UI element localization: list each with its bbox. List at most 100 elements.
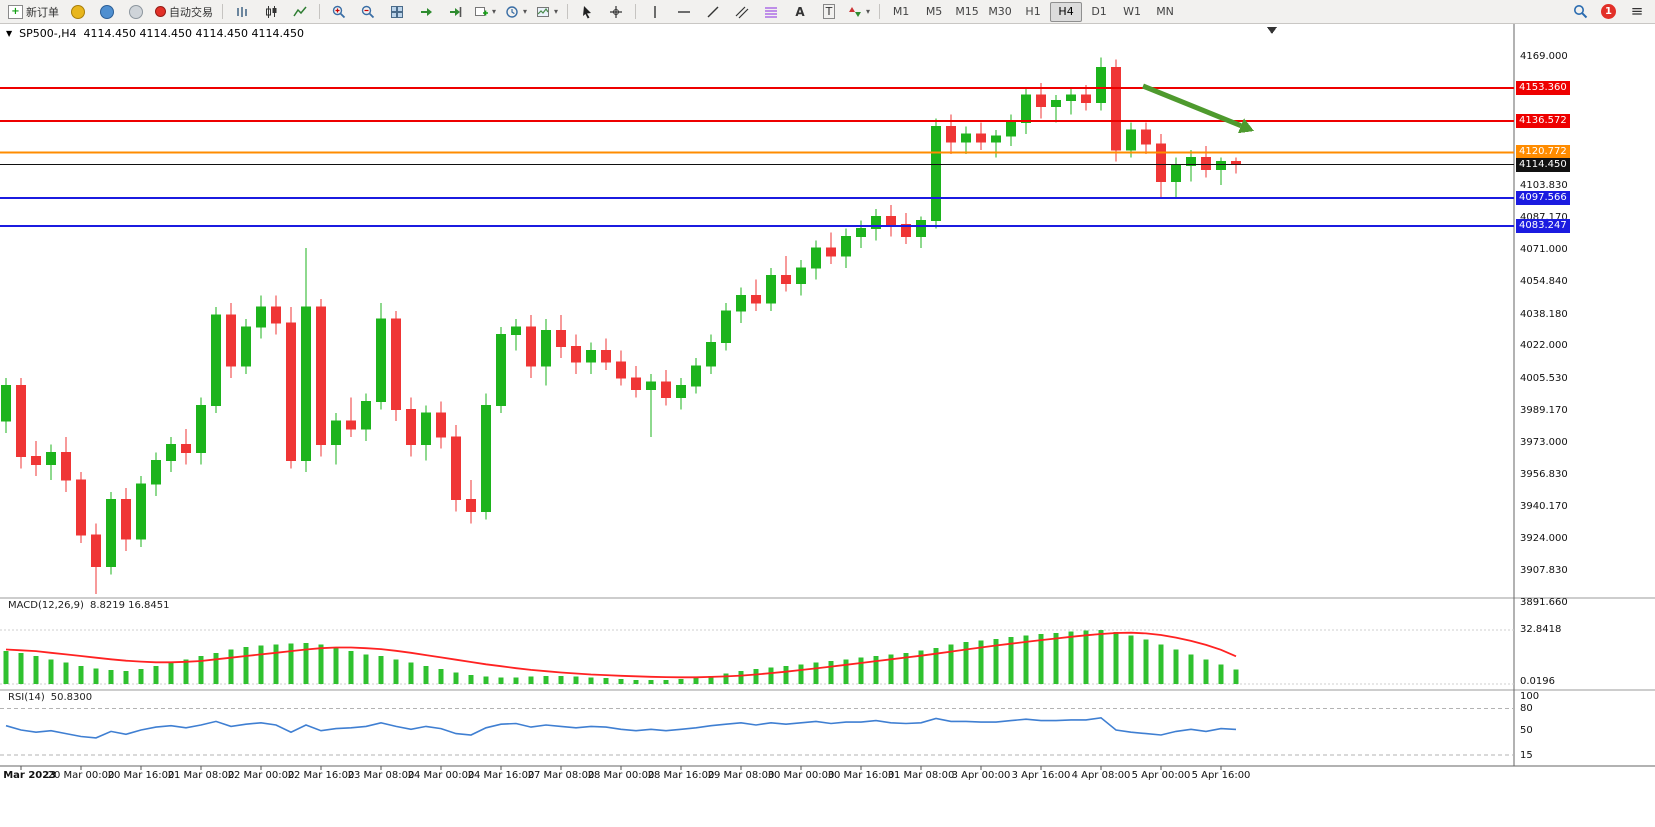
zoom-out-button[interactable]	[354, 1, 382, 23]
macd-histogram-bar	[1203, 659, 1209, 684]
candle	[1171, 165, 1181, 182]
notification-badge[interactable]: 1	[1601, 4, 1616, 19]
channel-tool[interactable]	[728, 1, 756, 23]
macd-histogram-bar	[153, 665, 159, 684]
vertical-line-tool[interactable]	[641, 1, 669, 23]
macd-histogram-bar	[468, 675, 474, 684]
candle	[451, 436, 461, 501]
chart-shift-button[interactable]	[441, 1, 469, 23]
toolbar-separator	[635, 4, 637, 19]
cursor-tool-button[interactable]	[573, 1, 601, 23]
macd-histogram-bar	[123, 670, 129, 684]
template-button[interactable]: ▾	[532, 1, 562, 23]
candle	[1051, 100, 1061, 108]
timeframe-D1[interactable]: D1	[1091, 5, 1107, 18]
candle	[931, 125, 941, 222]
zoom-in-button[interactable]	[325, 1, 353, 23]
timeframe-H4[interactable]: H4	[1050, 1, 1083, 22]
candle	[661, 381, 671, 398]
macd-histogram-bar	[213, 652, 219, 684]
candle	[841, 235, 851, 257]
macd-histogram-bar	[408, 662, 414, 684]
tile-windows-button[interactable]	[383, 1, 411, 23]
community-button[interactable]	[122, 1, 150, 23]
macd-histogram-bar	[1023, 635, 1029, 684]
candle	[676, 385, 686, 399]
label-tool[interactable]: T	[815, 1, 843, 23]
macd-histogram-bar	[33, 656, 39, 684]
macd-histogram-bar	[918, 650, 924, 684]
macd-histogram-bar	[1038, 633, 1044, 684]
channel-icon	[735, 6, 749, 18]
candle	[256, 306, 266, 328]
candle	[466, 499, 476, 513]
trend-arrow-annotation[interactable]	[1142, 83, 1242, 129]
candle	[601, 349, 611, 363]
candle	[1126, 129, 1136, 151]
candle	[826, 247, 836, 257]
timeframe-M15[interactable]: M15	[955, 5, 979, 18]
macd-histogram-bar	[363, 654, 369, 684]
chevron-down-icon: ▾	[523, 7, 528, 16]
candle	[526, 326, 536, 367]
shapes-tool[interactable]: ▾	[844, 1, 874, 23]
macd-histogram-bar	[678, 679, 684, 684]
trendline-tool[interactable]	[699, 1, 727, 23]
label-icon: T	[822, 4, 836, 19]
timeframe-H1[interactable]: H1	[1025, 5, 1041, 18]
macd-histogram-bar	[393, 659, 399, 684]
macd-histogram-bar	[498, 677, 504, 684]
candle	[1081, 94, 1091, 104]
menu-button[interactable]: ≡	[1623, 1, 1651, 23]
horizontal-line-tool[interactable]	[670, 1, 698, 23]
toolbar-separator	[879, 4, 881, 19]
macd-histogram-bar	[1188, 654, 1194, 684]
text-tool[interactable]: A	[786, 1, 814, 23]
candle	[496, 334, 506, 406]
line-chart-button[interactable]	[286, 1, 314, 23]
chart-position-marker[interactable]	[1267, 27, 1277, 34]
timeframe-M5[interactable]: M5	[925, 5, 943, 18]
candle	[706, 342, 716, 367]
macd-histogram-bar	[18, 652, 24, 684]
bar-chart-button[interactable]	[228, 1, 256, 23]
macd-histogram-bar	[753, 669, 759, 684]
macd-histogram-bar	[558, 675, 564, 684]
profile-button[interactable]	[93, 1, 121, 23]
new-order-label: 新订单	[26, 5, 59, 19]
new-order-button[interactable]: + 新订单	[4, 1, 63, 23]
trend-arrow-head	[1238, 118, 1254, 134]
candle	[616, 361, 626, 379]
timeframe-MN[interactable]: MN	[1156, 5, 1174, 18]
timeframe-M1[interactable]: M1	[892, 5, 910, 18]
crosshair-tool-button[interactable]	[602, 1, 630, 23]
macd-histogram-bar	[648, 679, 654, 684]
search-button[interactable]	[1566, 1, 1594, 23]
timeframe-W1[interactable]: W1	[1123, 5, 1141, 18]
candle	[766, 275, 776, 304]
toolbar-separator	[567, 4, 569, 19]
candle	[376, 318, 386, 402]
new-chart-button[interactable]: ▾	[470, 1, 500, 23]
toolbar-separator	[319, 4, 320, 19]
template-icon	[537, 6, 550, 17]
toolbar: + 新订单 自动交易 ▾ ▾ ▾ A T ▾ M1 M5 M15 M30 H1 H4 D1 W…	[0, 0, 1655, 24]
fibonacci-tool[interactable]	[757, 1, 785, 23]
timeframes-button[interactable]: ▾	[501, 1, 531, 23]
deposit-button[interactable]	[64, 1, 92, 23]
auto-scroll-button[interactable]	[412, 1, 440, 23]
chevron-down-icon: ▾	[492, 7, 497, 16]
autotrade-button[interactable]: 自动交易	[151, 1, 217, 23]
macd-histogram-bar	[1008, 637, 1014, 684]
candle	[916, 220, 926, 237]
candlestick-button[interactable]	[257, 1, 285, 23]
new-order-icon: +	[8, 4, 23, 19]
autotrade-icon	[155, 6, 166, 17]
menu-icon: ≡	[1630, 2, 1644, 20]
timeframe-M30[interactable]: M30	[988, 5, 1012, 18]
macd-histogram-bar	[588, 677, 594, 684]
macd-histogram-bar	[483, 676, 489, 684]
macd-histogram-bar	[288, 643, 294, 684]
macd-histogram-bar	[543, 675, 549, 684]
